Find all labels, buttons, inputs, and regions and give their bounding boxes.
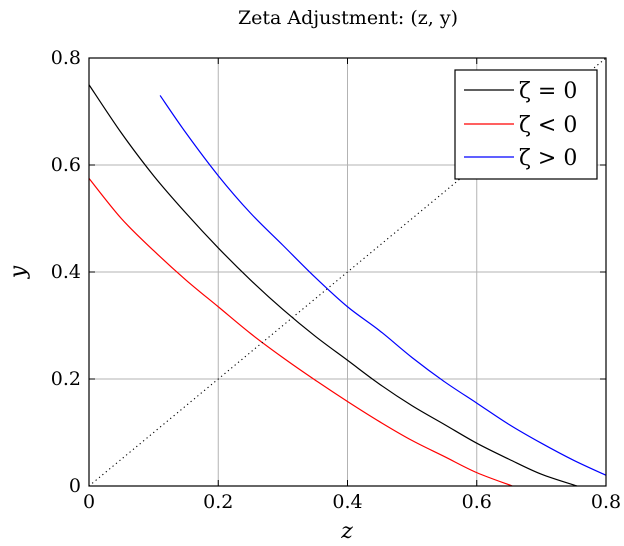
series-line-1: [88, 178, 513, 487]
y-tick-label: 0: [69, 475, 81, 497]
x-tick-label: 0.4: [332, 491, 362, 513]
legend-label-zeta-zero: ζ = 0: [519, 79, 577, 104]
axis-ticks: 0 0.2 0.4 0.6 0.8 0 0.2 0.4 0.6 0.8: [51, 47, 621, 513]
legend: ζ = 0 ζ < 0 ζ > 0: [454, 69, 598, 180]
x-tick-label: 0.8: [591, 491, 621, 513]
x-tick-label: 0.6: [462, 491, 492, 513]
x-tick-label: 0.2: [203, 491, 233, 513]
series-line-0: [88, 84, 578, 487]
plot-series: [88, 57, 607, 487]
identity-line: [88, 57, 607, 487]
chart-title: Zeta Adjustment: (z, y): [238, 7, 458, 29]
y-tick-label: 0.2: [51, 368, 81, 390]
series-line-2: [159, 95, 607, 476]
legend-label-zeta-negative: ζ < 0: [519, 113, 577, 138]
y-tick-label: 0.4: [51, 261, 81, 283]
y-tick-label: 0.6: [51, 154, 81, 176]
x-axis-label: z: [340, 519, 353, 544]
y-axis-label: y: [6, 265, 31, 279]
x-tick-label: 0: [83, 491, 95, 513]
y-tick-label: 0.8: [51, 47, 81, 69]
legend-label-zeta-positive: ζ > 0: [519, 146, 577, 171]
